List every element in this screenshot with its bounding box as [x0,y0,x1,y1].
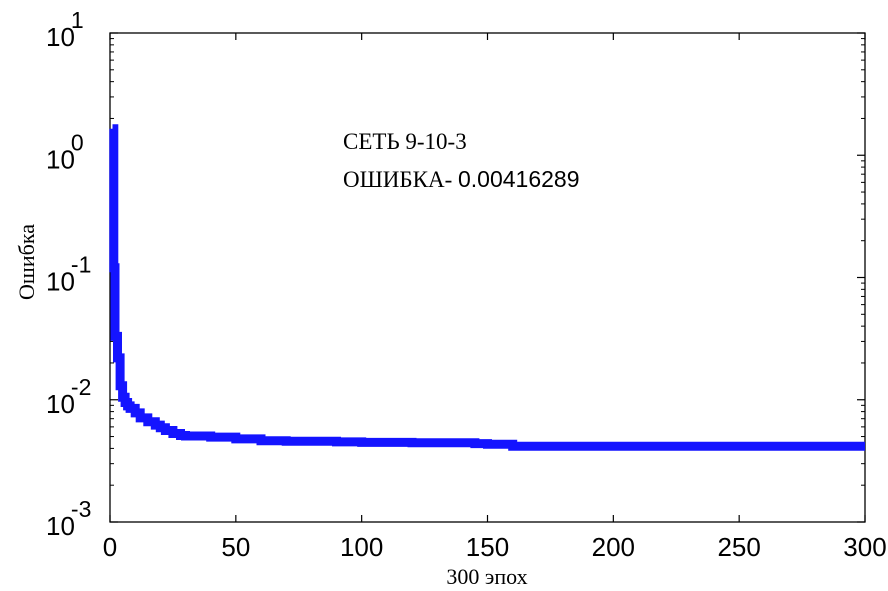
y-tick-label: 100 [46,129,84,174]
y-tick-label: 10-3 [46,496,91,541]
x-tick-label: 150 [466,532,509,562]
x-tick-label: 100 [340,532,383,562]
x-tick-label: 250 [717,532,760,562]
x-axis-label: 300 эпох [446,564,527,589]
x-ticks: 0 50 100 150 200 250 300 [103,33,887,562]
x-tick-label: 200 [592,532,635,562]
y-ticks: 101 100 10-1 10-2 10-3 [46,7,865,541]
annotation-error-value: 0.00416289 [458,166,580,192]
series-line [109,124,865,451]
annotation-error-label: ОШИБКА- [343,167,458,192]
annotation-line2: ОШИБКА- 0.00416289 [343,166,580,192]
x-tick-label: 50 [221,532,250,562]
series-group [109,124,866,451]
annotation-line1: СЕТЬ 9-10-3 [343,129,467,154]
y-axis-label: Ошибка [14,224,39,300]
x-tick-label: 0 [103,532,117,562]
x-tick-label: 300 [843,532,886,562]
y-tick-label: 10-1 [46,252,91,297]
y-tick-label: 10-2 [46,374,91,419]
y-tick-label: 101 [46,7,84,52]
